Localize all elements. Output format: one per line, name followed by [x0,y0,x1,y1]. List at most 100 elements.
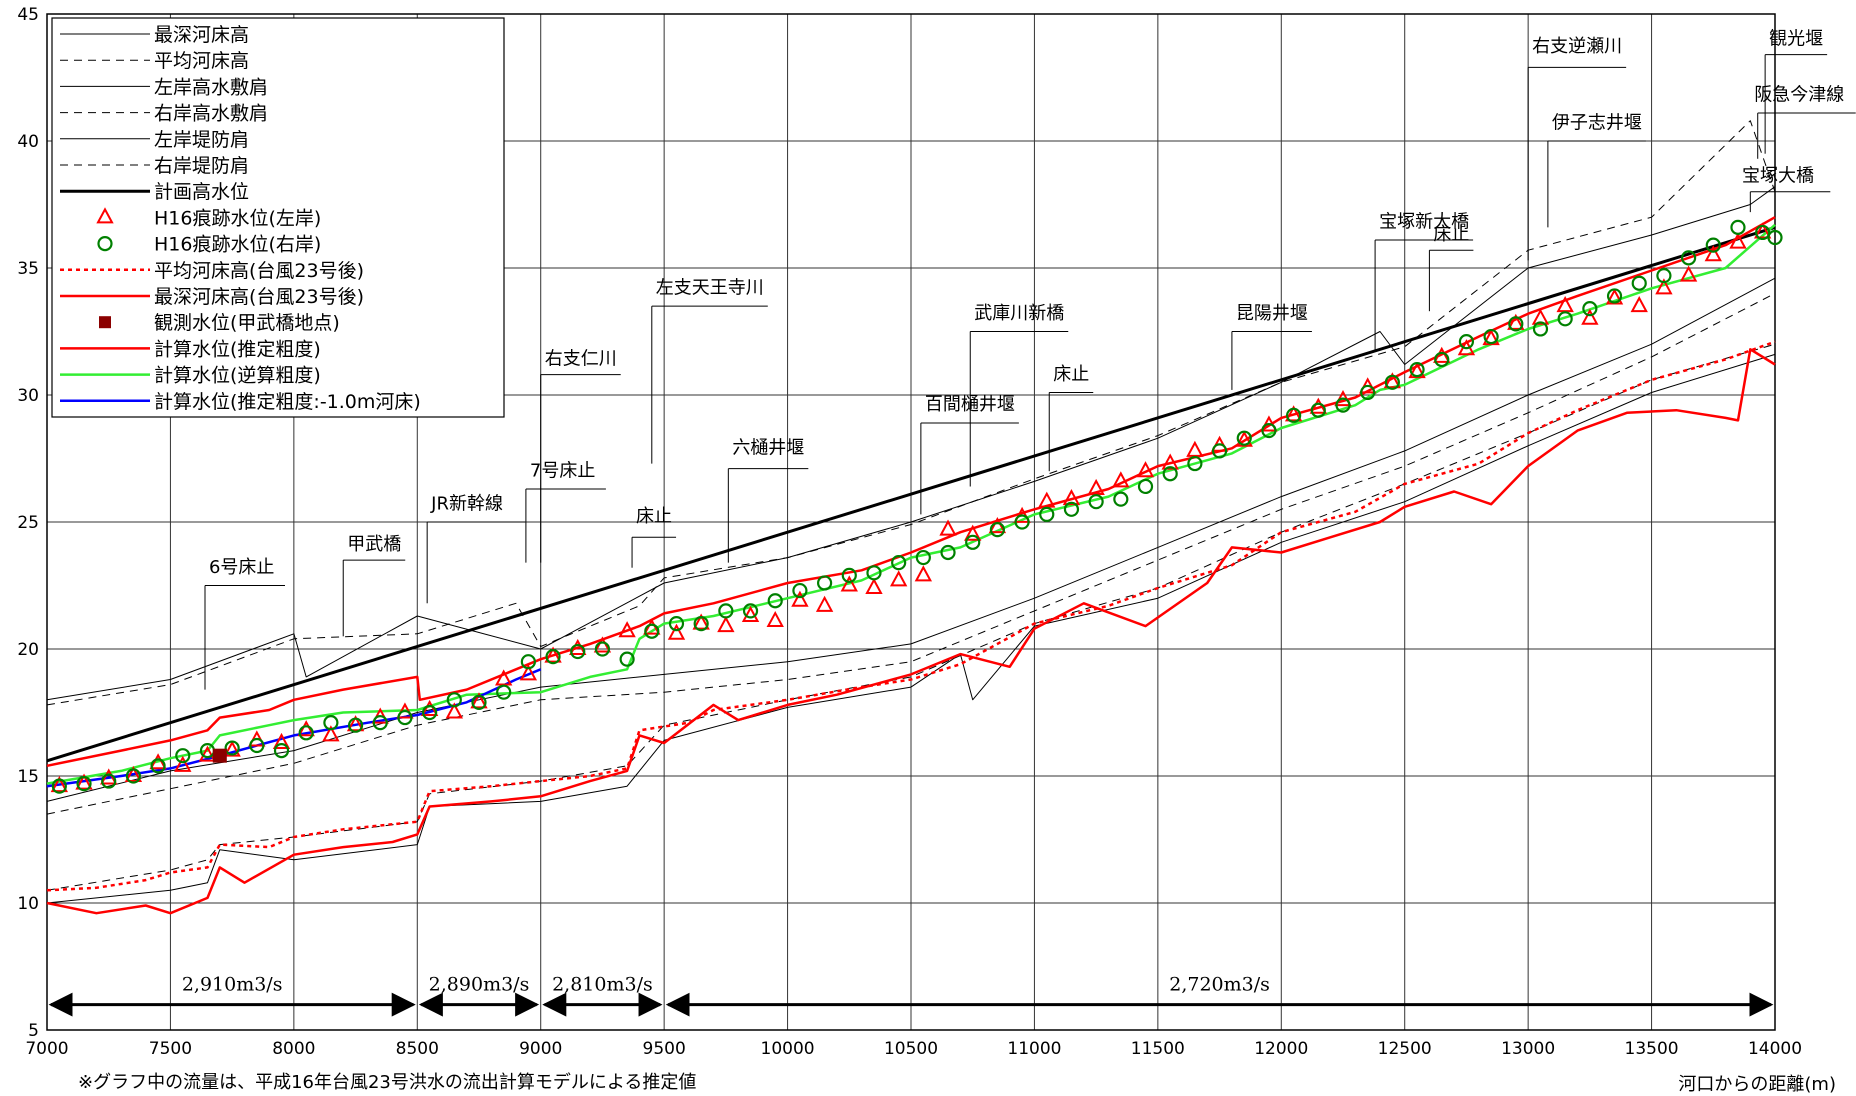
legend-label: 観測水位(甲武橋地点) [154,312,340,334]
trace-right-point [1286,407,1302,423]
trace-left-point [1284,405,1303,422]
trace-left-point [445,702,463,719]
landmarks: 6号床止甲武橋JR新幹線7号床止右支仁川床止左支天王寺川六樋井堰百間樋井堰武庫川… [204,28,1856,690]
trace-left-point [495,669,513,686]
trace-right-point [1039,506,1055,522]
x-tick-label: 9000 [519,1039,562,1059]
trace-left-point [988,516,1007,534]
trace-right-point [1360,384,1376,401]
trace-right-point [1063,501,1080,517]
trace-right-point [520,654,536,670]
trace-right-point [298,725,314,741]
legend-label: 計画高水位 [154,181,249,203]
trace-left-point [840,575,858,592]
x-tick-label: 9500 [643,1039,686,1059]
trace-right-point [915,549,931,566]
trace-left-point [1136,461,1155,478]
trace-left-point [791,590,809,607]
trace-left-point [964,524,982,541]
trace-left-point [519,664,538,681]
trace-right-point [1014,514,1030,530]
series-line [46,277,1776,802]
y-tick-label: 40 [17,132,39,152]
x-tick-label: 12000 [1254,1039,1308,1059]
x-tick-label: 10000 [761,1039,815,1059]
legend-label: H16痕跡水位(右岸) [154,234,321,256]
flow-label: 2,720m3/s [1169,974,1270,996]
x-tick-label: 12500 [1378,1039,1432,1059]
trace-right-point [1211,443,1228,459]
legend-label: 最深河床高 [154,24,249,46]
trace-left-point [618,621,636,638]
x-tick-label: 8500 [396,1039,439,1059]
trace-left-point [1704,245,1722,262]
trace-right-point [866,565,882,581]
x-tick-label: 11500 [1131,1039,1185,1059]
series-line [46,225,1776,763]
flow-label: 2,890m3/s [429,974,530,996]
trace-left-point [346,715,365,732]
plot-frame [46,13,1776,1031]
x-tick-label: 10500 [884,1039,938,1059]
trace-right-point [323,715,339,731]
x-tick-label: 13000 [1501,1039,1555,1059]
landmark-label: 右支仁川 [545,349,617,370]
y-tick-label: 25 [17,513,39,533]
trace-right-point [545,649,561,665]
landmark-label: 床止 [636,506,672,527]
trace-left-point [1679,265,1698,282]
trace-right-point [1532,321,1549,337]
trace-right-point [841,567,857,583]
trace-right-point [1680,250,1697,266]
series-line [46,340,1776,892]
trace-right-point [1187,455,1203,472]
trace-left-point [198,745,217,762]
x-tick-label: 11000 [1007,1039,1061,1059]
trace-left-point [272,732,291,749]
legend-swatch [99,316,111,329]
trace-left-point [1729,232,1747,249]
observed-level-point [212,748,227,763]
landmark-label: 6号床止 [209,557,274,578]
trace-right-point [1631,275,1647,291]
trace-right-point [1755,224,1771,241]
trace-left-point [1062,489,1081,506]
flow-annotations: 2,910m3/s 2,890m3/s 2,810m3/s 2,720m3/s [48,974,1774,1017]
landmark-label: JR新幹線 [430,493,503,514]
trace-right-point [965,534,981,550]
x-tick-label: 7000 [25,1039,68,1059]
trace-left-point [1433,346,1451,363]
trace-left-point [1581,308,1599,325]
trace-right-point [1434,351,1450,368]
legend-label: 平均河床高(台風23号後) [154,260,364,282]
y-tick-label: 15 [17,767,39,787]
trace-left-point [1753,222,1772,239]
series-line [46,353,1776,904]
trace-right-point [1137,478,1154,495]
trace-left-point [544,646,562,663]
trace-right-point [1458,334,1475,350]
trace-right-point [1261,422,1277,439]
trace-left-point [1630,295,1648,313]
trace-right-point [1483,328,1499,345]
trace-left-point [692,613,710,630]
landmark-label: 宝塚新大橋 [1379,211,1469,232]
trace-right-point [1767,229,1783,246]
landmark-label: 床止 [1433,224,1469,245]
legend-label: H16痕跡水位(左岸) [154,207,321,229]
legend-label: 右岸堤防肩 [154,155,249,177]
trace-left-point [1038,491,1056,508]
series-layer [46,120,1783,915]
trace-left-point [569,638,587,655]
y-tick-label: 5 [28,1021,39,1041]
trace-right-point [792,582,808,599]
legend-label: 左岸高水敷肩 [154,76,268,98]
trace-right-point [347,717,364,733]
landmark-label: 観光堰 [1769,28,1823,49]
trace-right-point [397,709,413,726]
trace-right-point [51,778,67,794]
axes: 7000 7500 8000 8500 9000 9500 10000 10500 11000 1… [17,5,1802,1059]
trace-right-point [767,593,783,609]
series-line [46,292,1776,815]
